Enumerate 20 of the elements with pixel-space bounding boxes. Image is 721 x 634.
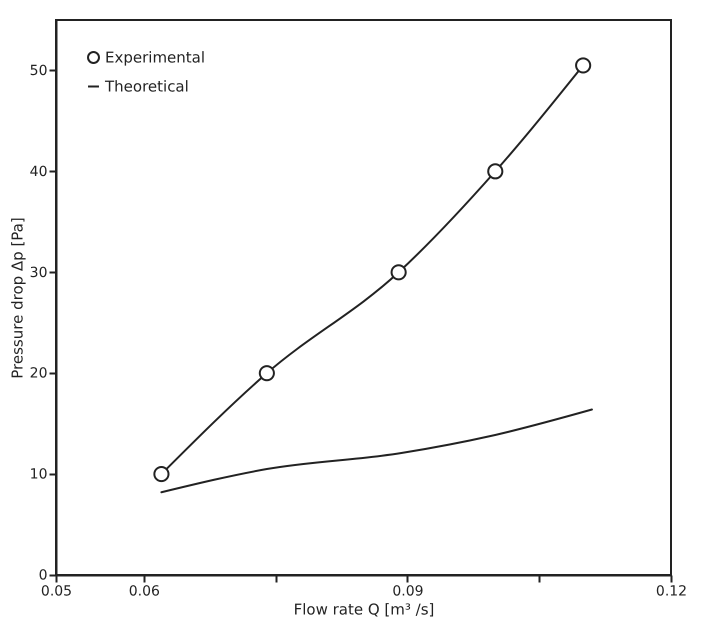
point: [487, 163, 504, 180]
y-tick-label: 50: [30, 62, 48, 79]
line-series: [160, 408, 593, 494]
y-tick-label: 30: [30, 264, 48, 281]
point: [575, 57, 592, 74]
point: [390, 264, 407, 280]
x-axis-title: Flow rate Q [m³ /s]: [294, 600, 434, 618]
y-axis-title: Pressure drop Δp [Pa]: [8, 217, 27, 379]
y-tick-label: 0: [38, 568, 48, 584]
x-tick-label: 0.09: [392, 584, 424, 600]
x-tick-label: 0.05: [40, 584, 72, 600]
y-tick-label: 20: [30, 366, 48, 382]
legend-label: Experimental: [105, 48, 206, 66]
legend-label: Theoretical: [104, 78, 189, 96]
x-tick-label: 0.06: [128, 584, 160, 600]
y-tick-label: 40: [30, 164, 48, 180]
y-tick-label: 10: [30, 466, 48, 483]
point: [153, 466, 170, 482]
point: [258, 365, 275, 382]
x-tick-label: 0.12: [656, 584, 688, 600]
